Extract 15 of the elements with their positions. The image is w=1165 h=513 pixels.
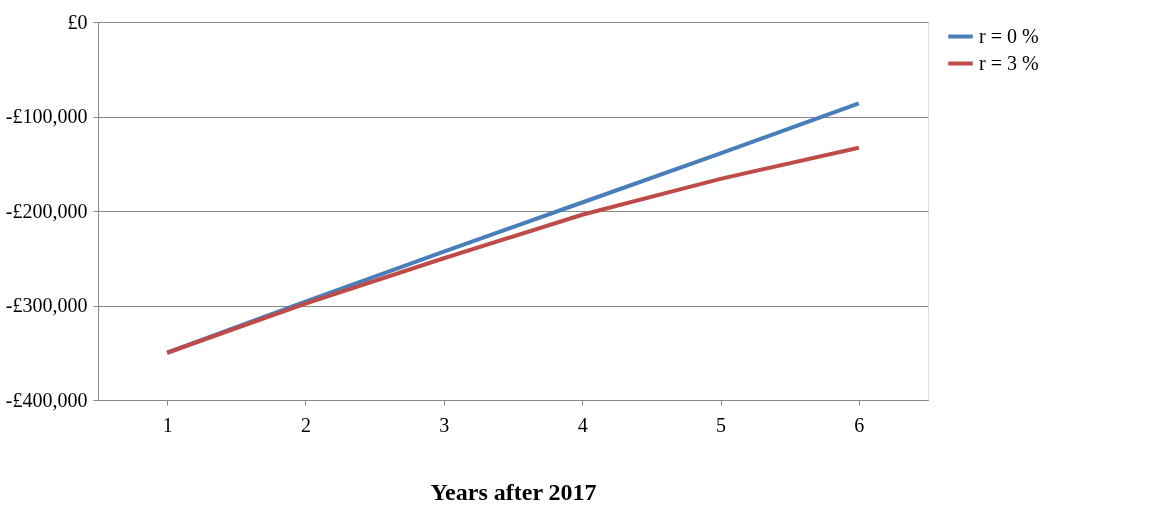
x-tick-label: 1 <box>162 413 173 436</box>
x-tick-label: 5 <box>716 413 726 436</box>
x-axis-title: Years after 2017 <box>430 478 597 505</box>
x-tick-label: 6 <box>854 413 865 436</box>
legend-label: r = 0 % <box>979 24 1039 47</box>
y-tick-label: -£400,000 <box>5 388 88 411</box>
line-series <box>165 145 861 355</box>
x-tick-label: 3 <box>439 413 450 436</box>
y-tick-label: £0 <box>67 10 88 33</box>
legend-label: r = 3 % <box>979 51 1039 74</box>
x-tick-label: 4 <box>577 413 588 436</box>
y-tick-label: -£300,000 <box>5 294 88 316</box>
x-tick-label: 2 <box>301 413 311 436</box>
y-tick-label: -£200,000 <box>5 199 88 222</box>
y-tick-label: -£100,000 <box>5 105 88 127</box>
